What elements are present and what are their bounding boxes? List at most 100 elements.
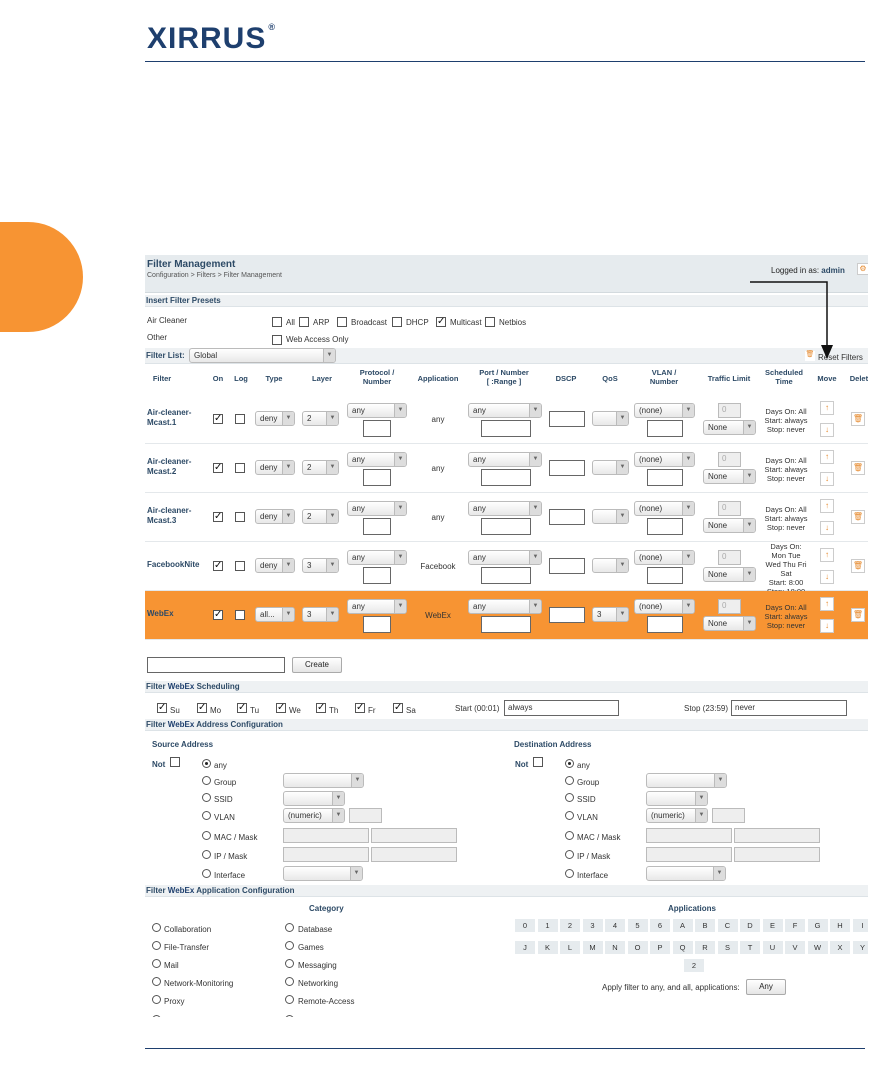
protocol-number-input[interactable] (363, 567, 391, 584)
type-select[interactable]: deny ▼ (255, 558, 295, 573)
app-index-key[interactable]: 0 (515, 919, 535, 933)
start-time-input[interactable]: always (504, 700, 619, 716)
app-index-key[interactable]: K (537, 941, 558, 955)
traffic-limit-input[interactable]: 0 (718, 452, 741, 467)
move-up-icon[interactable]: ↑ (820, 548, 834, 562)
protocol-select[interactable]: any ▼ (347, 403, 407, 418)
category-radio[interactable] (152, 995, 161, 1004)
preset-checkbox[interactable]: ✓ (436, 316, 446, 327)
app-index-key[interactable]: 6 (650, 919, 670, 933)
day-checkbox[interactable]: ✓ (276, 702, 286, 713)
preset-checkbox[interactable] (485, 317, 495, 327)
mac-input[interactable] (646, 828, 732, 843)
preset-checkbox[interactable] (272, 317, 282, 327)
trash-icon[interactable]: 🗑 (851, 461, 865, 475)
create-button[interactable]: Create (292, 657, 342, 673)
layer-select[interactable]: 2 ▼ (302, 509, 339, 524)
port-select[interactable]: any ▼ (468, 550, 542, 565)
category-radio[interactable] (152, 941, 161, 950)
on-checkbox[interactable]: ✓ (213, 413, 223, 424)
ip-input[interactable] (283, 847, 369, 862)
qos-select[interactable]: ▼ (592, 558, 629, 573)
category-radio[interactable] (152, 1015, 161, 1017)
app-index-key[interactable]: 1 (537, 919, 558, 933)
category-radio[interactable] (285, 923, 294, 932)
move-down-icon[interactable]: ↓ (820, 521, 834, 535)
app-index-key[interactable]: 5 (627, 919, 648, 933)
qos-select[interactable]: ▼ (592, 460, 629, 475)
vlan-select[interactable]: (numeric) ▼ (646, 808, 708, 823)
ip-mask-input[interactable] (734, 847, 820, 862)
move-up-icon[interactable]: ↑ (820, 401, 834, 415)
not-checkbox[interactable] (170, 757, 180, 767)
log-checkbox[interactable] (235, 463, 245, 473)
dscp-input[interactable] (549, 509, 585, 525)
log-checkbox[interactable] (235, 561, 245, 571)
port-number-input[interactable] (481, 616, 531, 633)
layer-select[interactable]: 3 ▼ (302, 607, 339, 622)
app-index-key[interactable]: S (717, 941, 738, 955)
mac-input[interactable] (283, 828, 369, 843)
dscp-input[interactable] (549, 607, 585, 623)
move-up-icon[interactable]: ↑ (820, 499, 834, 513)
layer-select[interactable]: 2 ▼ (302, 460, 339, 475)
dscp-input[interactable] (549, 558, 585, 574)
app-index-key[interactable]: G (807, 919, 828, 933)
category-radio[interactable] (285, 941, 294, 950)
app-index-key[interactable]: Y (852, 941, 868, 955)
category-radio[interactable] (285, 995, 294, 1004)
app-index-key[interactable]: F (785, 919, 805, 933)
app-index-key[interactable]: I (852, 919, 868, 933)
app-index-key[interactable]: U (762, 941, 783, 955)
category-radio[interactable] (152, 923, 161, 932)
address-ip-mask-radio[interactable] (202, 850, 211, 859)
app-index-key[interactable]: Q (672, 941, 693, 955)
preset-checkbox[interactable] (392, 317, 402, 327)
log-checkbox[interactable] (235, 512, 245, 522)
traffic-limit-select[interactable]: None ▼ (703, 616, 756, 631)
logout-icon[interactable]: ⚙ (857, 263, 868, 275)
day-checkbox[interactable]: ✓ (237, 702, 247, 713)
traffic-limit-select[interactable]: None ▼ (703, 567, 756, 582)
log-checkbox[interactable] (235, 610, 245, 620)
filter-list-select[interactable]: Global ▼ (189, 348, 336, 363)
layer-select[interactable]: 3 ▼ (302, 558, 339, 573)
app-index-key[interactable]: 4 (605, 919, 625, 933)
app-index-key[interactable]: L (560, 941, 580, 955)
app-index-key[interactable]: B (695, 919, 715, 933)
reset-filters-button[interactable]: Reset Filters (818, 353, 863, 362)
vlan-number-input[interactable] (647, 567, 683, 584)
vlan-select[interactable]: (none) ▼ (634, 452, 695, 467)
traffic-limit-input[interactable]: 0 (718, 599, 741, 614)
address-ip-mask-radio[interactable] (565, 850, 574, 859)
protocol-select[interactable]: any ▼ (347, 501, 407, 516)
new-filter-input[interactable] (147, 657, 285, 673)
day-checkbox[interactable]: ✓ (157, 702, 167, 713)
interface-select[interactable]: ▼ (646, 866, 726, 881)
move-down-icon[interactable]: ↓ (820, 570, 834, 584)
move-up-icon[interactable]: ↑ (820, 450, 834, 464)
ssid-select[interactable]: ▼ (283, 791, 345, 806)
dscp-input[interactable] (549, 460, 585, 476)
vlan-number-input[interactable] (647, 518, 683, 535)
protocol-select[interactable]: any ▼ (347, 550, 407, 565)
on-checkbox[interactable]: ✓ (213, 560, 223, 571)
protocol-select[interactable]: any ▼ (347, 452, 407, 467)
move-down-icon[interactable]: ↓ (820, 472, 834, 486)
on-checkbox[interactable]: ✓ (213, 462, 223, 473)
qos-select[interactable]: ▼ (592, 509, 629, 524)
vlan-select[interactable]: (none) ▼ (634, 501, 695, 516)
port-select[interactable]: any ▼ (468, 501, 542, 516)
port-number-input[interactable] (481, 420, 531, 437)
qos-select[interactable]: 3 ▼ (592, 607, 629, 622)
dscp-input[interactable] (549, 411, 585, 427)
address-interface-radio[interactable] (202, 869, 211, 878)
vlan-select[interactable]: (none) ▼ (634, 550, 695, 565)
trash-icon[interactable]: 🗑 (851, 412, 865, 426)
app-index-key[interactable]: X (830, 941, 850, 955)
address-interface-radio[interactable] (565, 869, 574, 878)
web-access-checkbox[interactable] (272, 335, 282, 345)
protocol-number-input[interactable] (363, 420, 391, 437)
app-index-key[interactable]: P (650, 941, 670, 955)
trash-icon[interactable]: 🗑 (851, 559, 865, 573)
